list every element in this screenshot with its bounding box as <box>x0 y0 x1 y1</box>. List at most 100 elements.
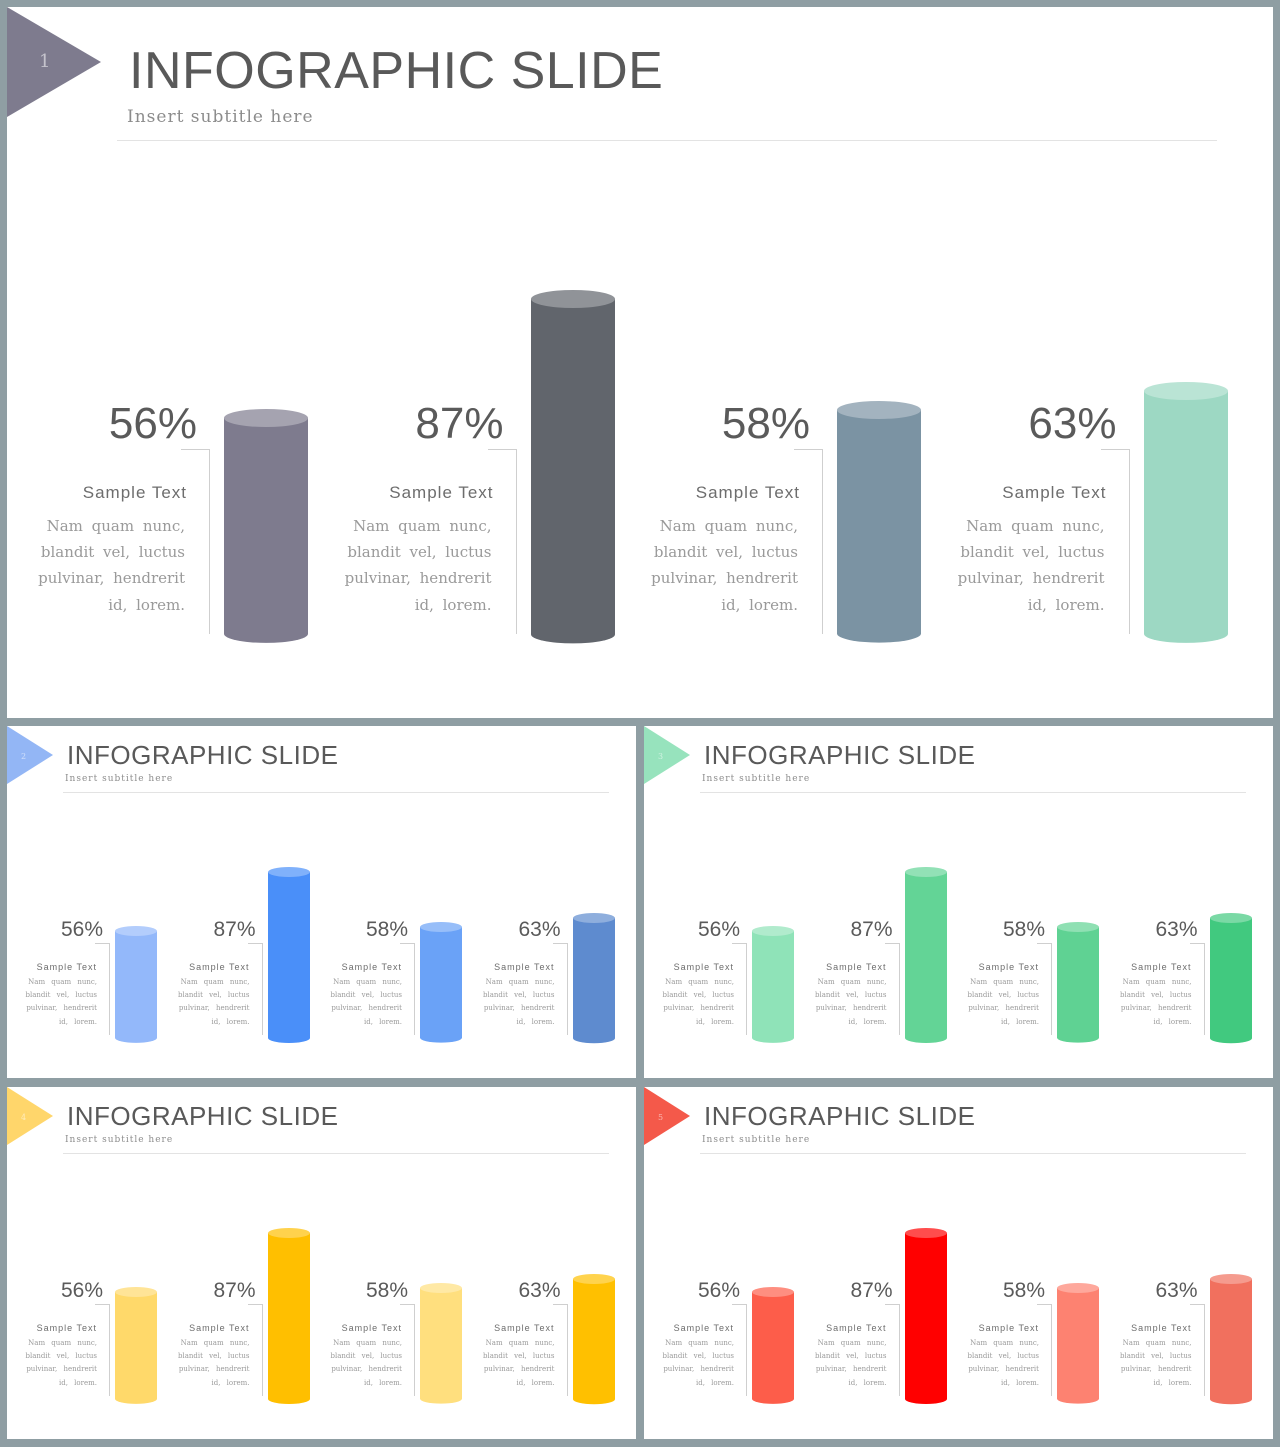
sample-body-text: Nam quam nunc, blandit vel, luctus pulvi… <box>482 1339 555 1387</box>
slide-5: 5 INFOGRAPHIC SLIDE Insert subtitle here 56… <box>644 1087 1273 1439</box>
sample-text-heading: Sample Text <box>389 483 494 502</box>
cylinder-bar <box>1143 382 1228 652</box>
title-divider <box>700 1153 1246 1154</box>
sample-body-text: Nam quam nunc, blandit vel, luctus pulvi… <box>662 1339 734 1387</box>
cylinder-bar <box>904 1228 947 1409</box>
sample-body-text: Nam quam nunc, blandit vel, luctus pulvi… <box>967 978 1039 1026</box>
cylinder-bar <box>572 912 615 1048</box>
sample-text-heading: Sample Text <box>36 1323 97 1333</box>
slide-1: 1 INFOGRAPHIC SLIDE Insert subtitle here 56… <box>7 7 1273 718</box>
connector-line <box>566 1304 568 1396</box>
connector-line <box>1051 1304 1052 1396</box>
slide-subtitle: Insert subtitle here <box>65 774 174 784</box>
sample-body-text: Nam quam nunc, blandit vel, luctus pulvi… <box>330 1339 402 1387</box>
connector-line <box>487 449 516 450</box>
connector-line <box>261 1304 263 1396</box>
sample-body-text: Nam quam nunc, blandit vel, luctus pulvi… <box>25 1339 97 1387</box>
cylinder-bar <box>115 1287 157 1409</box>
connector-line <box>95 1304 109 1305</box>
sample-text-heading: Sample Text <box>189 1323 250 1333</box>
title-divider <box>63 1153 609 1154</box>
connector-line <box>794 449 822 450</box>
connector-line <box>247 1304 262 1305</box>
slide-number: 4 <box>21 1113 27 1122</box>
sample-body-text: Nam quam nunc, blandit vel, luctus pulvi… <box>967 1339 1039 1387</box>
cylinder-bar <box>420 1283 462 1409</box>
cylinder-bar <box>837 401 921 652</box>
connector-line <box>109 943 110 1035</box>
sample-text-heading: Sample Text <box>1131 1323 1192 1333</box>
percent-label: 87% <box>850 1279 893 1302</box>
title-divider <box>700 792 1246 793</box>
sample-text-heading: Sample Text <box>189 962 250 972</box>
connector-line <box>746 943 747 1035</box>
slide-number: 2 <box>21 752 27 761</box>
sample-text-heading: Sample Text <box>341 1323 402 1333</box>
percent-label: 58% <box>1002 918 1045 941</box>
connector-line <box>261 943 263 1035</box>
connector-line <box>1128 449 1130 634</box>
slide-subtitle: Insert subtitle here <box>702 774 811 784</box>
connector-line <box>1203 943 1205 1035</box>
percent-label: 58% <box>365 1279 408 1302</box>
connector-line <box>1189 943 1204 944</box>
sample-body-text: Nam quam nunc, blandit vel, luctus pulvi… <box>814 1339 887 1387</box>
connector-line <box>1100 449 1129 450</box>
percent-label: 56% <box>60 918 103 941</box>
cylinder-bar <box>1209 1273 1252 1409</box>
slide-number-triangle-icon <box>644 726 690 784</box>
cylinder-bar <box>1209 912 1252 1048</box>
slide-number-triangle-icon <box>7 1087 53 1145</box>
percent-label: 87% <box>213 918 256 941</box>
connector-line <box>884 943 899 944</box>
connector-line <box>1051 943 1052 1035</box>
sample-body-text: Nam quam nunc, blandit vel, luctus pulvi… <box>814 978 887 1026</box>
slide-subtitle: Insert subtitle here <box>702 1135 811 1145</box>
cylinder-bar <box>752 926 794 1048</box>
slide-number-triangle-icon <box>644 1087 690 1145</box>
percent-label: 87% <box>213 1279 256 1302</box>
percent-label: 63% <box>1155 1279 1198 1302</box>
connector-line <box>898 943 900 1035</box>
cylinder-bar <box>572 1273 615 1409</box>
connector-line <box>552 1304 567 1305</box>
connector-line <box>515 449 517 634</box>
sample-body-text: Nam quam nunc, blandit vel, luctus pulvi… <box>25 978 97 1026</box>
slide-title: INFOGRAPHIC SLIDE <box>704 740 976 770</box>
sample-text-heading: Sample Text <box>826 962 887 972</box>
sample-body-text: Nam quam nunc, blandit vel, luctus pulvi… <box>177 1339 250 1387</box>
connector-line <box>732 1304 746 1305</box>
connector-line <box>414 943 415 1035</box>
connector-line <box>95 943 109 944</box>
connector-line <box>109 1304 110 1396</box>
sample-text-heading: Sample Text <box>494 962 555 972</box>
connector-line <box>566 943 568 1035</box>
cylinder-bar <box>530 289 615 652</box>
cylinder-bar <box>224 409 308 652</box>
connector-line <box>884 1304 899 1305</box>
connector-line <box>209 449 210 634</box>
sample-text-heading: Sample Text <box>673 1323 734 1333</box>
slide-number-triangle-icon <box>7 726 53 784</box>
sample-body-text: Nam quam nunc, blandit vel, luctus pulvi… <box>344 517 492 614</box>
slide-4: 4 INFOGRAPHIC SLIDE Insert subtitle here 56… <box>7 1087 636 1439</box>
sample-body-text: Nam quam nunc, blandit vel, luctus pulvi… <box>482 978 555 1026</box>
sample-body-text: Nam quam nunc, blandit vel, luctus pulvi… <box>662 978 734 1026</box>
cylinder-bar <box>420 922 462 1048</box>
percent-label: 56% <box>60 1279 103 1302</box>
sample-text-heading: Sample Text <box>82 483 187 502</box>
slide-title: INFOGRAPHIC SLIDE <box>67 1101 339 1131</box>
sample-body-text: Nam quam nunc, blandit vel, luctus pulvi… <box>957 517 1105 614</box>
connector-line <box>400 943 414 944</box>
percent-label: 58% <box>1002 1279 1045 1302</box>
sample-body-text: Nam quam nunc, blandit vel, luctus pulvi… <box>1119 978 1192 1026</box>
slide-subtitle: Insert subtitle here <box>127 107 314 127</box>
percent-label: 63% <box>1028 399 1117 448</box>
percent-label: 58% <box>365 918 408 941</box>
connector-line <box>746 1304 747 1396</box>
sample-body-text: Nam quam nunc, blandit vel, luctus pulvi… <box>651 517 798 614</box>
percent-label: 56% <box>697 1279 740 1302</box>
sample-text-heading: Sample Text <box>494 1323 555 1333</box>
slide-number: 1 <box>39 51 51 72</box>
slide-subtitle: Insert subtitle here <box>65 1135 174 1145</box>
